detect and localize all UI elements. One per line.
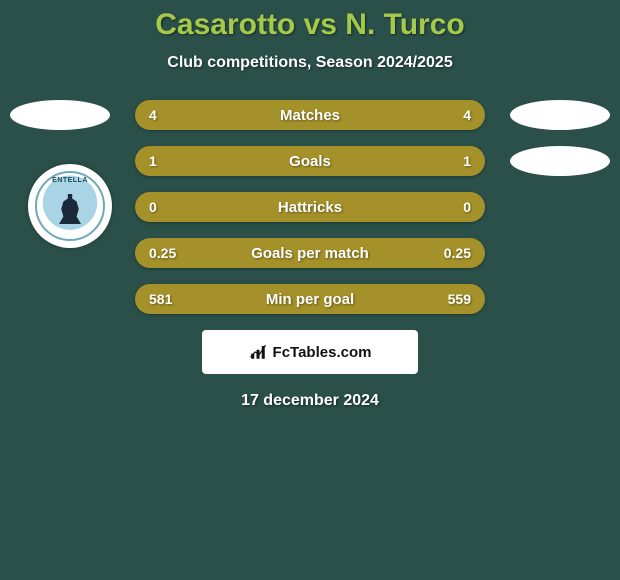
club-crest: ENTELLA	[35, 171, 105, 241]
bar-chart-icon	[249, 343, 267, 361]
stat-right-value: 0.25	[444, 245, 471, 261]
club-crest-figure-icon	[59, 194, 81, 224]
stat-left-value: 581	[149, 291, 172, 307]
player-right-badge-placeholder-1	[510, 100, 610, 130]
stat-row-goals-per-match: 0.25 Goals per match 0.25	[135, 238, 485, 268]
stat-right-value: 1	[463, 153, 471, 169]
stat-label: Hattricks	[278, 199, 342, 216]
left-club-logo: ENTELLA	[28, 164, 112, 248]
player-left-badge-placeholder	[10, 100, 110, 130]
date-label: 17 december 2024	[0, 392, 620, 410]
stat-rows: 4 Matches 4 1 Goals 1 0 Hattricks 0 0.25…	[135, 100, 485, 314]
stat-row-matches: 4 Matches 4	[135, 100, 485, 130]
stat-left-value: 0.25	[149, 245, 176, 261]
stat-left-value: 0	[149, 199, 157, 215]
stats-area: ENTELLA 4 Matches 4 1 Goals 1 0 Hattrick…	[0, 100, 620, 410]
stat-left-value: 1	[149, 153, 157, 169]
stat-row-hattricks: 0 Hattricks 0	[135, 192, 485, 222]
stat-label: Min per goal	[266, 291, 354, 308]
player-right-badge-placeholder-2	[510, 146, 610, 176]
stat-left-value: 4	[149, 107, 157, 123]
subtitle: Club competitions, Season 2024/2025	[0, 54, 620, 72]
stat-row-goals: 1 Goals 1	[135, 146, 485, 176]
stat-row-min-per-goal: 581 Min per goal 559	[135, 284, 485, 314]
stat-right-value: 4	[463, 107, 471, 123]
stat-label: Goals	[289, 153, 331, 170]
source-text: FcTables.com	[273, 344, 372, 361]
comparison-infographic: Casarotto vs N. Turco Club competitions,…	[0, 0, 620, 410]
page-title: Casarotto vs N. Turco	[0, 8, 620, 42]
club-crest-name: ENTELLA	[52, 177, 88, 184]
source-badge: FcTables.com	[202, 330, 418, 374]
stat-label: Goals per match	[251, 245, 369, 262]
stat-label: Matches	[280, 107, 340, 124]
stat-right-value: 559	[448, 291, 471, 307]
stat-right-value: 0	[463, 199, 471, 215]
